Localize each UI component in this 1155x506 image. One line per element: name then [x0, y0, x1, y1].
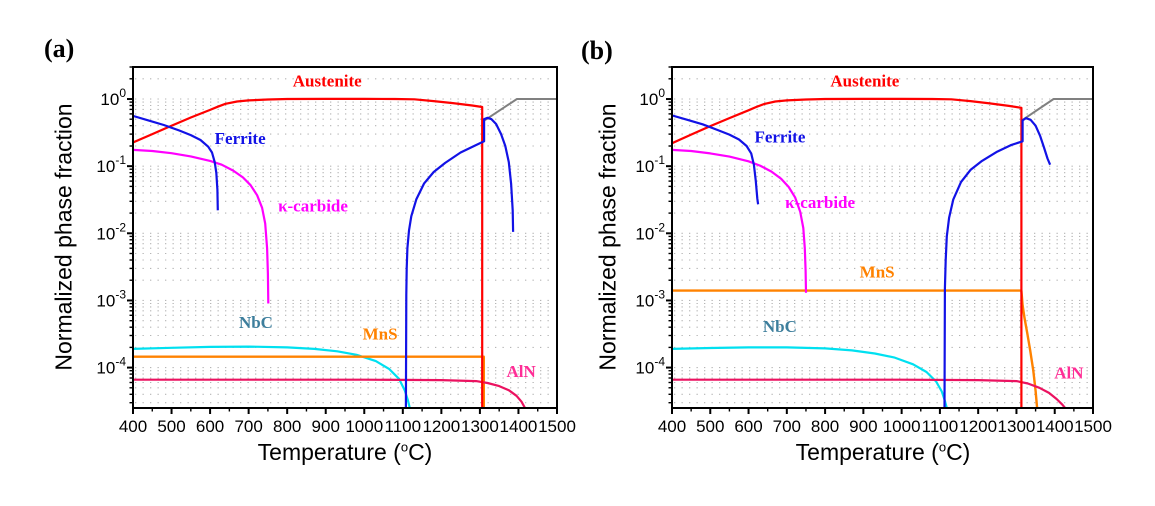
curve-label-nbc-b: NbC [763, 317, 797, 336]
x-axis-title-a: Temperature (oC) [135, 438, 555, 466]
y-tick-label: 10-3 [635, 287, 665, 310]
curve-label-carbide-b: κ-carbide [785, 193, 855, 212]
curve-label-ferrite-b: Ferrite [754, 128, 805, 147]
y-tick-label: 10-1 [635, 153, 665, 176]
curve-label-ferrite-a: Ferrite [215, 129, 266, 148]
x-title-suffix-b: C) [946, 439, 971, 465]
x-title-prefix-a: Temperature ( [257, 439, 401, 465]
series-group-b [672, 97, 1093, 408]
y-tick-label: 10-2 [635, 220, 665, 243]
curve-label-nbc-a: NbC [239, 313, 273, 332]
series-mns-a [133, 355, 485, 408]
series-ferrite-high-t-a [404, 116, 515, 408]
x-tick-label: 1300 [461, 417, 499, 436]
grid-a [135, 78, 555, 404]
x-axis-title-b: Temperature (oC) [673, 438, 1093, 466]
x-tick-label: 500 [157, 417, 185, 436]
y-tick-label: 10-2 [96, 220, 126, 243]
x-tick-label: 800 [811, 417, 839, 436]
series-austenite-a [133, 97, 484, 408]
curve-label-austenite-a: Austenite [293, 71, 362, 90]
y-tick-label: 10-4 [96, 355, 126, 378]
x-title-suffix-a: C) [408, 439, 433, 465]
y-tick-label: 10-3 [96, 287, 126, 310]
series-ferrite-high-t-b [943, 117, 1052, 408]
x-tick-label: 600 [734, 417, 762, 436]
x-tick-label: 1200 [959, 417, 997, 436]
x-tick-label: 1400 [1036, 417, 1074, 436]
y-axis-title-b: Normalized phase fraction [594, 103, 621, 371]
y-tick-label: 10-4 [635, 355, 665, 378]
ticks-a [127, 66, 558, 414]
x-tick-label: 500 [696, 417, 724, 436]
x-tick-label: 700 [234, 417, 262, 436]
curve-label-austenite-b: Austenite [830, 71, 899, 90]
y-tick-label: 100 [100, 86, 126, 109]
x-tick-label: 800 [273, 417, 301, 436]
series-aln-b [672, 378, 1066, 408]
x-tick-label: 1000 [883, 417, 921, 436]
x-title-sup-b: o [938, 439, 947, 455]
curve-label-carbide-a: κ-carbide [278, 197, 348, 216]
x-title-sup-a: o [400, 439, 409, 455]
series-austenite-b [672, 97, 1023, 408]
x-tick-label: 1400 [500, 417, 538, 436]
plot-border-b [671, 66, 1094, 409]
x-tick-label: 400 [119, 417, 147, 436]
x-tick-label: 1100 [922, 417, 959, 436]
curve-label-aln-a: AlN [507, 362, 537, 381]
x-tick-label: 700 [773, 417, 801, 436]
panel-a: 400 500 600 700 800 900 1000 1100 1200 1300 1400 15… [96, 66, 576, 436]
x-tick-label: 600 [196, 417, 224, 436]
tick-labels-a: 400 500 600 700 800 900 1000 1100 1200 1300 1400 15… [96, 86, 576, 436]
x-tick-label: 1200 [422, 417, 460, 436]
series-mns-b [672, 289, 1039, 408]
curve-label-aln-b: AlN [1054, 363, 1084, 382]
x-title-prefix-b: Temperature ( [795, 439, 939, 465]
curve-label-mns-a: MnS [363, 325, 398, 344]
x-tick-label: 900 [849, 417, 877, 436]
panel-b: 400 500 600 700 800 900 1000 1100 1200 1300 1400 15… [635, 66, 1112, 436]
panel-label-b: (b) [581, 36, 613, 65]
series-ferrite-low-t-a [133, 114, 219, 211]
x-tick-label: 1100 [385, 417, 422, 436]
panel-label-a: (a) [44, 34, 75, 63]
curve-label-mns-b: MnS [860, 262, 895, 281]
series-aln-a [133, 378, 526, 408]
series-nbc-b [672, 346, 948, 408]
y-axis-title-a: Normalized phase fraction [50, 103, 77, 371]
series-liquid-b [1021, 98, 1093, 122]
y-tick-label: 100 [639, 86, 665, 109]
x-tick-label: 1000 [345, 417, 383, 436]
ticks-b [666, 66, 1094, 414]
series-kappa-carbide-a [133, 148, 270, 304]
series-nbc-a [133, 345, 411, 408]
series-ferrite-low-t-b [672, 114, 760, 205]
x-tick-label: 1500 [538, 417, 576, 436]
series-kappa-carbide-b [672, 148, 808, 293]
series-liquid-a [482, 98, 557, 123]
x-tick-label: 1500 [1074, 417, 1112, 436]
x-tick-label: 1300 [998, 417, 1036, 436]
y-tick-label: 10-1 [96, 153, 126, 176]
x-tick-label: 900 [312, 417, 340, 436]
series-group-a [133, 97, 557, 408]
x-tick-label: 400 [658, 417, 686, 436]
